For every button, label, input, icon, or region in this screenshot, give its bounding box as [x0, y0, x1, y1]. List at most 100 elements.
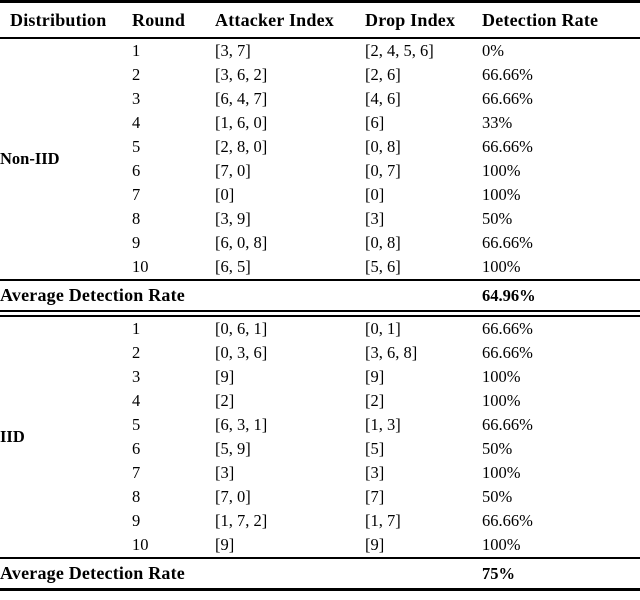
table-row: 2 [0, 3, 6] [3, 6, 8] 66.66%	[0, 341, 640, 365]
cell-drop-index: [1, 7]	[365, 511, 401, 530]
cell-drop-index: [0, 8]	[365, 233, 401, 252]
cell-drop-index: [3]	[365, 209, 385, 228]
cell-detection-rate: 66.66%	[482, 511, 533, 530]
cell-round: 5	[132, 415, 141, 434]
table-row: 3 [9] [9] 100%	[0, 365, 640, 389]
cell-round: 2	[132, 65, 141, 84]
cell-detection-rate: 100%	[482, 185, 521, 204]
table-row: 10 [6, 5] [5, 6] 100%	[0, 255, 640, 280]
header-row: Distribution Round Attacker Index Drop I…	[0, 2, 640, 39]
table-row: 2 [3, 6, 2] [2, 6] 66.66%	[0, 63, 640, 87]
table-row: 6 [7, 0] [0, 7] 100%	[0, 159, 640, 183]
table-row: 5 [2, 8, 0] [0, 8] 66.66%	[0, 135, 640, 159]
distribution-label: IID	[0, 427, 25, 446]
table-row: 5 [6, 3, 1] [1, 3] 66.66%	[0, 413, 640, 437]
distribution-label: Non-IID	[0, 149, 60, 168]
cell-drop-index: [5]	[365, 439, 385, 458]
cell-drop-index: [4, 6]	[365, 89, 401, 108]
column-header-round: Round	[132, 9, 186, 30]
cell-round: 1	[132, 319, 141, 338]
cell-round: 2	[132, 343, 141, 362]
cell-detection-rate: 66.66%	[482, 137, 533, 156]
table-row: IID 1 [0, 6, 1] [0, 1] 66.66%	[0, 314, 640, 446]
cell-round: 6	[132, 439, 141, 458]
average-row-non-iid: Average Detection Rate 64.96%	[0, 280, 640, 314]
cell-drop-index: [2, 6]	[365, 65, 401, 84]
cell-round: 8	[132, 209, 141, 228]
cell-drop-index: [2, 4, 5, 6]	[365, 41, 434, 60]
table-header: Distribution Round Attacker Index Drop I…	[0, 2, 640, 39]
cell-attacker-index: [3]	[215, 463, 235, 482]
cell-drop-index: [9]	[365, 535, 385, 554]
table-row: Non-IID 1 [3, 7] [2, 4, 5, 6] 0%	[0, 38, 640, 168]
table-row: 6 [5, 9] [5] 50%	[0, 437, 640, 461]
table-row: 7 [3] [3] 100%	[0, 461, 640, 485]
cell-round: 3	[132, 89, 141, 108]
table-row: 4 [2] [2] 100%	[0, 389, 640, 413]
cell-attacker-index: [2]	[215, 391, 235, 410]
cell-round: 8	[132, 487, 141, 506]
column-header-drop-index: Drop Index	[365, 9, 456, 30]
cell-detection-rate: 0%	[482, 41, 504, 60]
cell-detection-rate: 33%	[482, 113, 513, 132]
cell-drop-index: [2]	[365, 391, 385, 410]
cell-attacker-index: [9]	[215, 367, 235, 386]
cell-drop-index: [5, 6]	[365, 257, 401, 276]
cell-attacker-index: [6, 3, 1]	[215, 415, 268, 434]
cell-detection-rate: 100%	[482, 463, 521, 482]
cell-detection-rate: 100%	[482, 367, 521, 386]
cell-drop-index: [3]	[365, 463, 385, 482]
cell-attacker-index: [1, 7, 2]	[215, 511, 268, 530]
cell-attacker-index: [6, 5]	[215, 257, 251, 276]
table-row: 9 [6, 0, 8] [0, 8] 66.66%	[0, 231, 640, 255]
cell-drop-index: [0, 1]	[365, 319, 401, 338]
cell-round: 4	[132, 391, 141, 410]
column-header-attacker-index: Attacker Index	[215, 9, 334, 30]
cell-attacker-index: [2, 8, 0]	[215, 137, 268, 156]
cell-detection-rate: 66.66%	[482, 89, 533, 108]
table-row: 3 [6, 4, 7] [4, 6] 66.66%	[0, 87, 640, 111]
cell-round: 9	[132, 511, 141, 530]
cell-round: 10	[132, 257, 149, 276]
average-detection-rate-label: Average Detection Rate	[0, 563, 185, 583]
cell-round: 4	[132, 113, 141, 132]
average-detection-rate-value: 75%	[482, 563, 515, 583]
cell-attacker-index: [7, 0]	[215, 487, 251, 506]
cell-drop-index: [9]	[365, 367, 385, 386]
cell-drop-index: [1, 3]	[365, 415, 401, 434]
cell-detection-rate: 66.66%	[482, 343, 533, 362]
cell-round: 7	[132, 185, 141, 204]
cell-drop-index: [0, 7]	[365, 161, 401, 180]
cell-attacker-index: [0, 6, 1]	[215, 319, 268, 338]
cell-detection-rate: 66.66%	[482, 319, 533, 338]
cell-attacker-index: [1, 6, 0]	[215, 113, 268, 132]
table-row: 4 [1, 6, 0] [6] 33%	[0, 111, 640, 135]
cell-drop-index: [7]	[365, 487, 385, 506]
cell-attacker-index: [0, 3, 6]	[215, 343, 268, 362]
cell-drop-index: [6]	[365, 113, 385, 132]
cell-detection-rate: 100%	[482, 391, 521, 410]
cell-detection-rate: 66.66%	[482, 65, 533, 84]
cell-round: 7	[132, 463, 141, 482]
cell-detection-rate: 50%	[482, 487, 513, 506]
cell-detection-rate: 50%	[482, 439, 513, 458]
table-row: 7 [0] [0] 100%	[0, 183, 640, 207]
table-row: 9 [1, 7, 2] [1, 7] 66.66%	[0, 509, 640, 533]
cell-detection-rate: 100%	[482, 257, 521, 276]
cell-drop-index: [0, 8]	[365, 137, 401, 156]
cell-attacker-index: [3, 6, 2]	[215, 65, 268, 84]
average-detection-rate-label: Average Detection Rate	[0, 285, 185, 305]
average-row-iid: Average Detection Rate 75%	[0, 558, 640, 590]
cell-drop-index: [0]	[365, 185, 385, 204]
cell-detection-rate: 100%	[482, 535, 521, 554]
cell-attacker-index: [3, 7]	[215, 41, 251, 60]
section-non-iid: Non-IID 1 [3, 7] [2, 4, 5, 6] 0% 2 [3, 6, 2] [2…	[0, 38, 640, 280]
cell-round: 9	[132, 233, 141, 252]
table-row: 8 [3, 9] [3] 50%	[0, 207, 640, 231]
cell-attacker-index: [6, 0, 8]	[215, 233, 268, 252]
cell-detection-rate: 66.66%	[482, 415, 533, 434]
cell-round: 6	[132, 161, 141, 180]
cell-attacker-index: [5, 9]	[215, 439, 251, 458]
cell-attacker-index: [3, 9]	[215, 209, 251, 228]
table-row: Average Detection Rate 75%	[0, 558, 640, 590]
